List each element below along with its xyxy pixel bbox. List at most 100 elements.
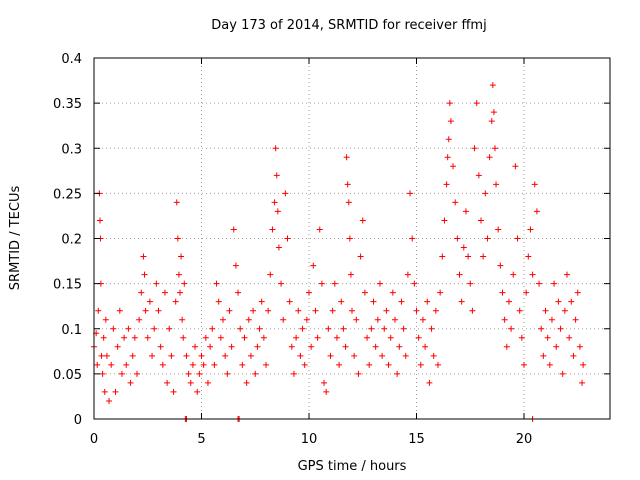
data-point xyxy=(533,208,540,215)
data-point xyxy=(579,379,586,386)
data-point xyxy=(407,190,414,197)
data-point xyxy=(443,181,450,188)
data-point xyxy=(189,361,196,368)
data-point xyxy=(458,298,465,305)
data-point xyxy=(413,307,420,314)
data-point xyxy=(456,271,463,278)
data-point xyxy=(482,190,489,197)
data-point xyxy=(316,226,323,233)
data-point xyxy=(129,352,136,359)
data-point xyxy=(555,298,562,305)
data-point xyxy=(568,298,575,305)
y-tick-label: 0.4 xyxy=(61,52,82,67)
data-point xyxy=(153,280,160,287)
data-point xyxy=(531,181,538,188)
data-point xyxy=(321,379,328,386)
data-point xyxy=(353,316,360,323)
data-point xyxy=(140,253,147,260)
data-point xyxy=(497,262,504,269)
data-point xyxy=(538,325,545,332)
data-point xyxy=(180,334,187,341)
data-point xyxy=(239,361,246,368)
data-point xyxy=(340,325,347,332)
data-point xyxy=(394,370,401,377)
y-tick-label: 0.05 xyxy=(53,368,82,383)
y-tick-label: 0.35 xyxy=(53,97,82,112)
data-point xyxy=(428,325,435,332)
data-point xyxy=(505,298,512,305)
y-tick-label: 0.15 xyxy=(53,278,82,293)
data-point xyxy=(529,271,536,278)
data-point xyxy=(293,334,300,341)
data-point xyxy=(172,298,179,305)
data-point xyxy=(232,262,239,269)
data-point xyxy=(480,253,487,260)
data-point xyxy=(359,217,366,224)
data-point xyxy=(544,334,551,341)
data-point xyxy=(301,361,308,368)
data-point xyxy=(166,325,173,332)
data-point xyxy=(465,253,472,260)
data-point xyxy=(392,316,398,323)
data-point xyxy=(121,334,128,341)
data-point xyxy=(435,361,441,368)
data-point xyxy=(333,334,340,341)
data-point xyxy=(258,298,265,305)
data-point xyxy=(100,334,107,341)
data-point xyxy=(211,361,218,368)
data-point xyxy=(572,316,579,323)
data-point xyxy=(314,334,321,341)
data-point xyxy=(306,289,312,296)
data-point xyxy=(430,352,437,359)
data-point xyxy=(462,208,469,215)
data-point xyxy=(198,352,205,359)
data-point xyxy=(146,298,153,305)
data-point xyxy=(385,361,392,368)
data-point xyxy=(202,334,209,341)
axis-tick-labels: 0 5 10 15 20 0 0.05 0.1 0.15 0.2 0.25 0.3 0.35 0.4 xyxy=(53,52,532,447)
data-point xyxy=(469,307,476,314)
data-point xyxy=(355,370,362,377)
data-point xyxy=(179,316,186,323)
data-point xyxy=(542,307,549,314)
data-point xyxy=(308,343,315,350)
data-point xyxy=(521,361,527,368)
data-point xyxy=(222,352,229,359)
data-point xyxy=(331,280,338,287)
chart-title: Day 173 of 2014, SRMTID for receiver ffm… xyxy=(211,18,486,33)
data-points xyxy=(91,82,587,422)
data-point xyxy=(299,325,306,332)
data-point xyxy=(467,280,474,287)
data-point xyxy=(94,361,101,368)
data-point xyxy=(250,307,257,314)
data-point xyxy=(280,316,287,323)
data-point xyxy=(576,343,583,350)
data-point xyxy=(278,280,285,287)
data-point xyxy=(396,343,403,350)
y-tick-label: 0.3 xyxy=(61,142,82,157)
data-point xyxy=(110,325,117,332)
data-point xyxy=(185,370,192,377)
data-point xyxy=(387,334,394,341)
data-point xyxy=(303,316,310,323)
data-point xyxy=(168,352,175,359)
data-point xyxy=(402,352,409,359)
data-point xyxy=(574,289,581,296)
data-point xyxy=(118,370,125,377)
data-point xyxy=(488,118,495,125)
data-point xyxy=(272,145,279,152)
data-point xyxy=(411,280,418,287)
data-point xyxy=(580,361,587,368)
data-point xyxy=(491,145,498,152)
data-point xyxy=(213,280,220,287)
data-point xyxy=(368,325,375,332)
data-point xyxy=(275,244,282,251)
data-point xyxy=(346,235,353,242)
data-point xyxy=(101,388,108,395)
data-point xyxy=(284,235,291,242)
data-point xyxy=(501,316,508,323)
data-point xyxy=(444,154,451,161)
data-point xyxy=(174,235,181,242)
data-point xyxy=(372,343,379,350)
data-point xyxy=(508,325,515,332)
